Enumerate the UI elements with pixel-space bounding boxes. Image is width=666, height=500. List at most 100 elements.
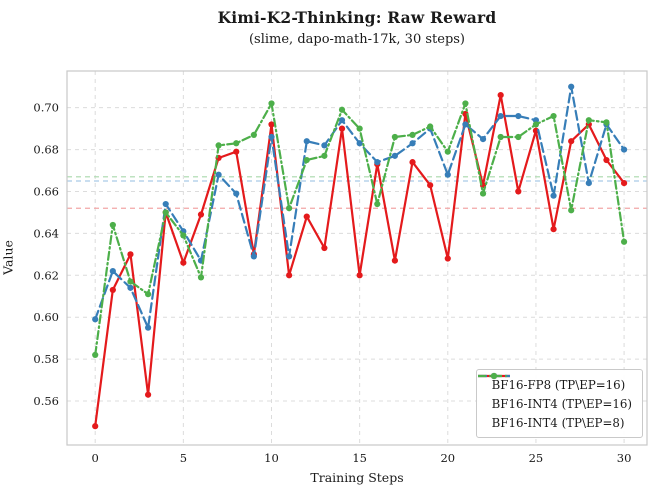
legend-entry: BF16-INT4 (TP\EP=8) [477,372,632,432]
data-point-marker [409,131,416,139]
x-axis-label: Training Steps [310,470,404,485]
data-point-marker [427,123,434,130]
data-point-marker [620,146,628,153]
data-point-marker [162,209,169,216]
data-point-marker [532,121,540,128]
data-point-marker [286,272,293,279]
legend-entry: BF16-INT4 (TP\EP=16) [477,372,632,413]
x-tick-label: 20 [440,451,455,465]
data-point-marker [92,351,99,359]
data-point-marker [356,272,363,279]
data-point-marker [92,316,99,323]
data-point-marker [462,121,469,128]
data-point-marker [568,207,575,214]
data-point-marker [268,121,275,128]
x-tick-label: 0 [92,451,99,465]
data-point-marker [479,190,487,197]
data-point-marker [444,255,451,262]
y-axis-label: Value [0,240,16,275]
legend-label: BF16-FP8 (TP\EP=16) [491,377,626,392]
legend: BF16-FP8 (TP\EP=16) BF16-INT4 (TP\EP=16)… [475,369,643,438]
y-tick-label: 0.60 [33,310,59,324]
data-point-marker [215,171,222,178]
data-point-marker [233,148,240,155]
x-tick-label: 15 [352,451,367,465]
chart-subtitle: (slime, dapo-math-17k, 30 steps) [248,32,466,47]
data-point-marker [515,133,522,141]
data-point-marker [374,200,381,208]
data-point-marker [303,213,310,220]
data-point-marker [321,142,328,149]
data-point-marker [550,192,557,199]
legend-label: BF16-INT4 (TP\EP=8) [491,415,625,430]
data-point-marker [568,83,575,90]
data-point-marker [127,284,134,291]
data-point-marker [409,140,416,147]
data-point-marker [356,140,363,147]
chart-title: Kimi-K2-Thinking: Raw Reward [217,8,497,27]
data-point-marker [197,211,205,218]
data-point-marker [462,100,469,107]
data-point-marker [197,274,205,281]
data-point-marker [585,117,592,124]
data-point-marker [338,117,346,124]
data-point-marker [444,171,451,178]
x-tick-label: 25 [529,451,544,465]
data-point-marker [321,152,328,159]
data-point-marker [444,148,451,155]
x-tick-label: 30 [617,451,632,465]
data-point-marker [303,156,310,164]
data-point-marker [286,205,293,212]
data-point-marker [127,251,134,258]
legend-label: BF16-INT4 (TP\EP=16) [491,396,632,411]
data-point-marker [162,200,169,208]
data-point-marker [321,244,328,252]
data-point-marker [374,159,381,166]
y-tick-label: 0.68 [33,143,59,157]
y-tick-label: 0.70 [33,101,59,115]
x-tick-label: 5 [180,451,187,465]
data-point-marker [109,221,116,229]
y-tick-label: 0.56 [33,394,59,408]
data-point-marker [144,324,152,331]
data-point-marker [585,179,592,187]
data-point-marker [250,131,257,139]
data-point-marker [215,142,222,149]
data-point-marker [144,391,152,398]
data-point-marker [550,226,557,233]
data-point-marker [286,253,293,260]
data-point-marker [250,253,257,260]
data-point-marker [497,91,504,99]
data-point-marker [338,125,346,132]
data-point-marker [144,291,152,298]
data-point-marker [391,133,399,141]
data-point-marker [497,133,504,141]
data-point-marker [127,278,134,285]
x-tick-label: 10 [264,451,279,465]
data-point-marker [620,179,628,187]
data-point-marker [620,238,628,245]
plot-border [66,70,648,446]
data-point-marker [409,159,416,166]
data-point-marker [603,119,610,126]
data-point-marker [109,267,116,275]
data-point-marker [603,156,610,164]
data-point-marker [391,257,399,264]
data-point-marker [180,232,187,239]
data-point-marker [479,135,487,143]
y-tick-label: 0.62 [33,268,59,282]
data-point-marker [515,188,522,195]
data-point-marker [233,140,240,147]
data-point-marker [303,138,310,145]
data-point-marker [427,182,434,189]
data-point-marker [550,112,557,120]
data-point-marker [268,100,275,107]
y-tick-label: 0.58 [33,352,59,366]
data-point-marker [338,106,346,113]
data-point-marker [268,133,275,141]
y-tick-label: 0.64 [33,226,59,240]
y-tick-label: 0.66 [33,184,59,198]
data-point-marker [356,125,363,132]
data-point-marker [515,112,522,120]
